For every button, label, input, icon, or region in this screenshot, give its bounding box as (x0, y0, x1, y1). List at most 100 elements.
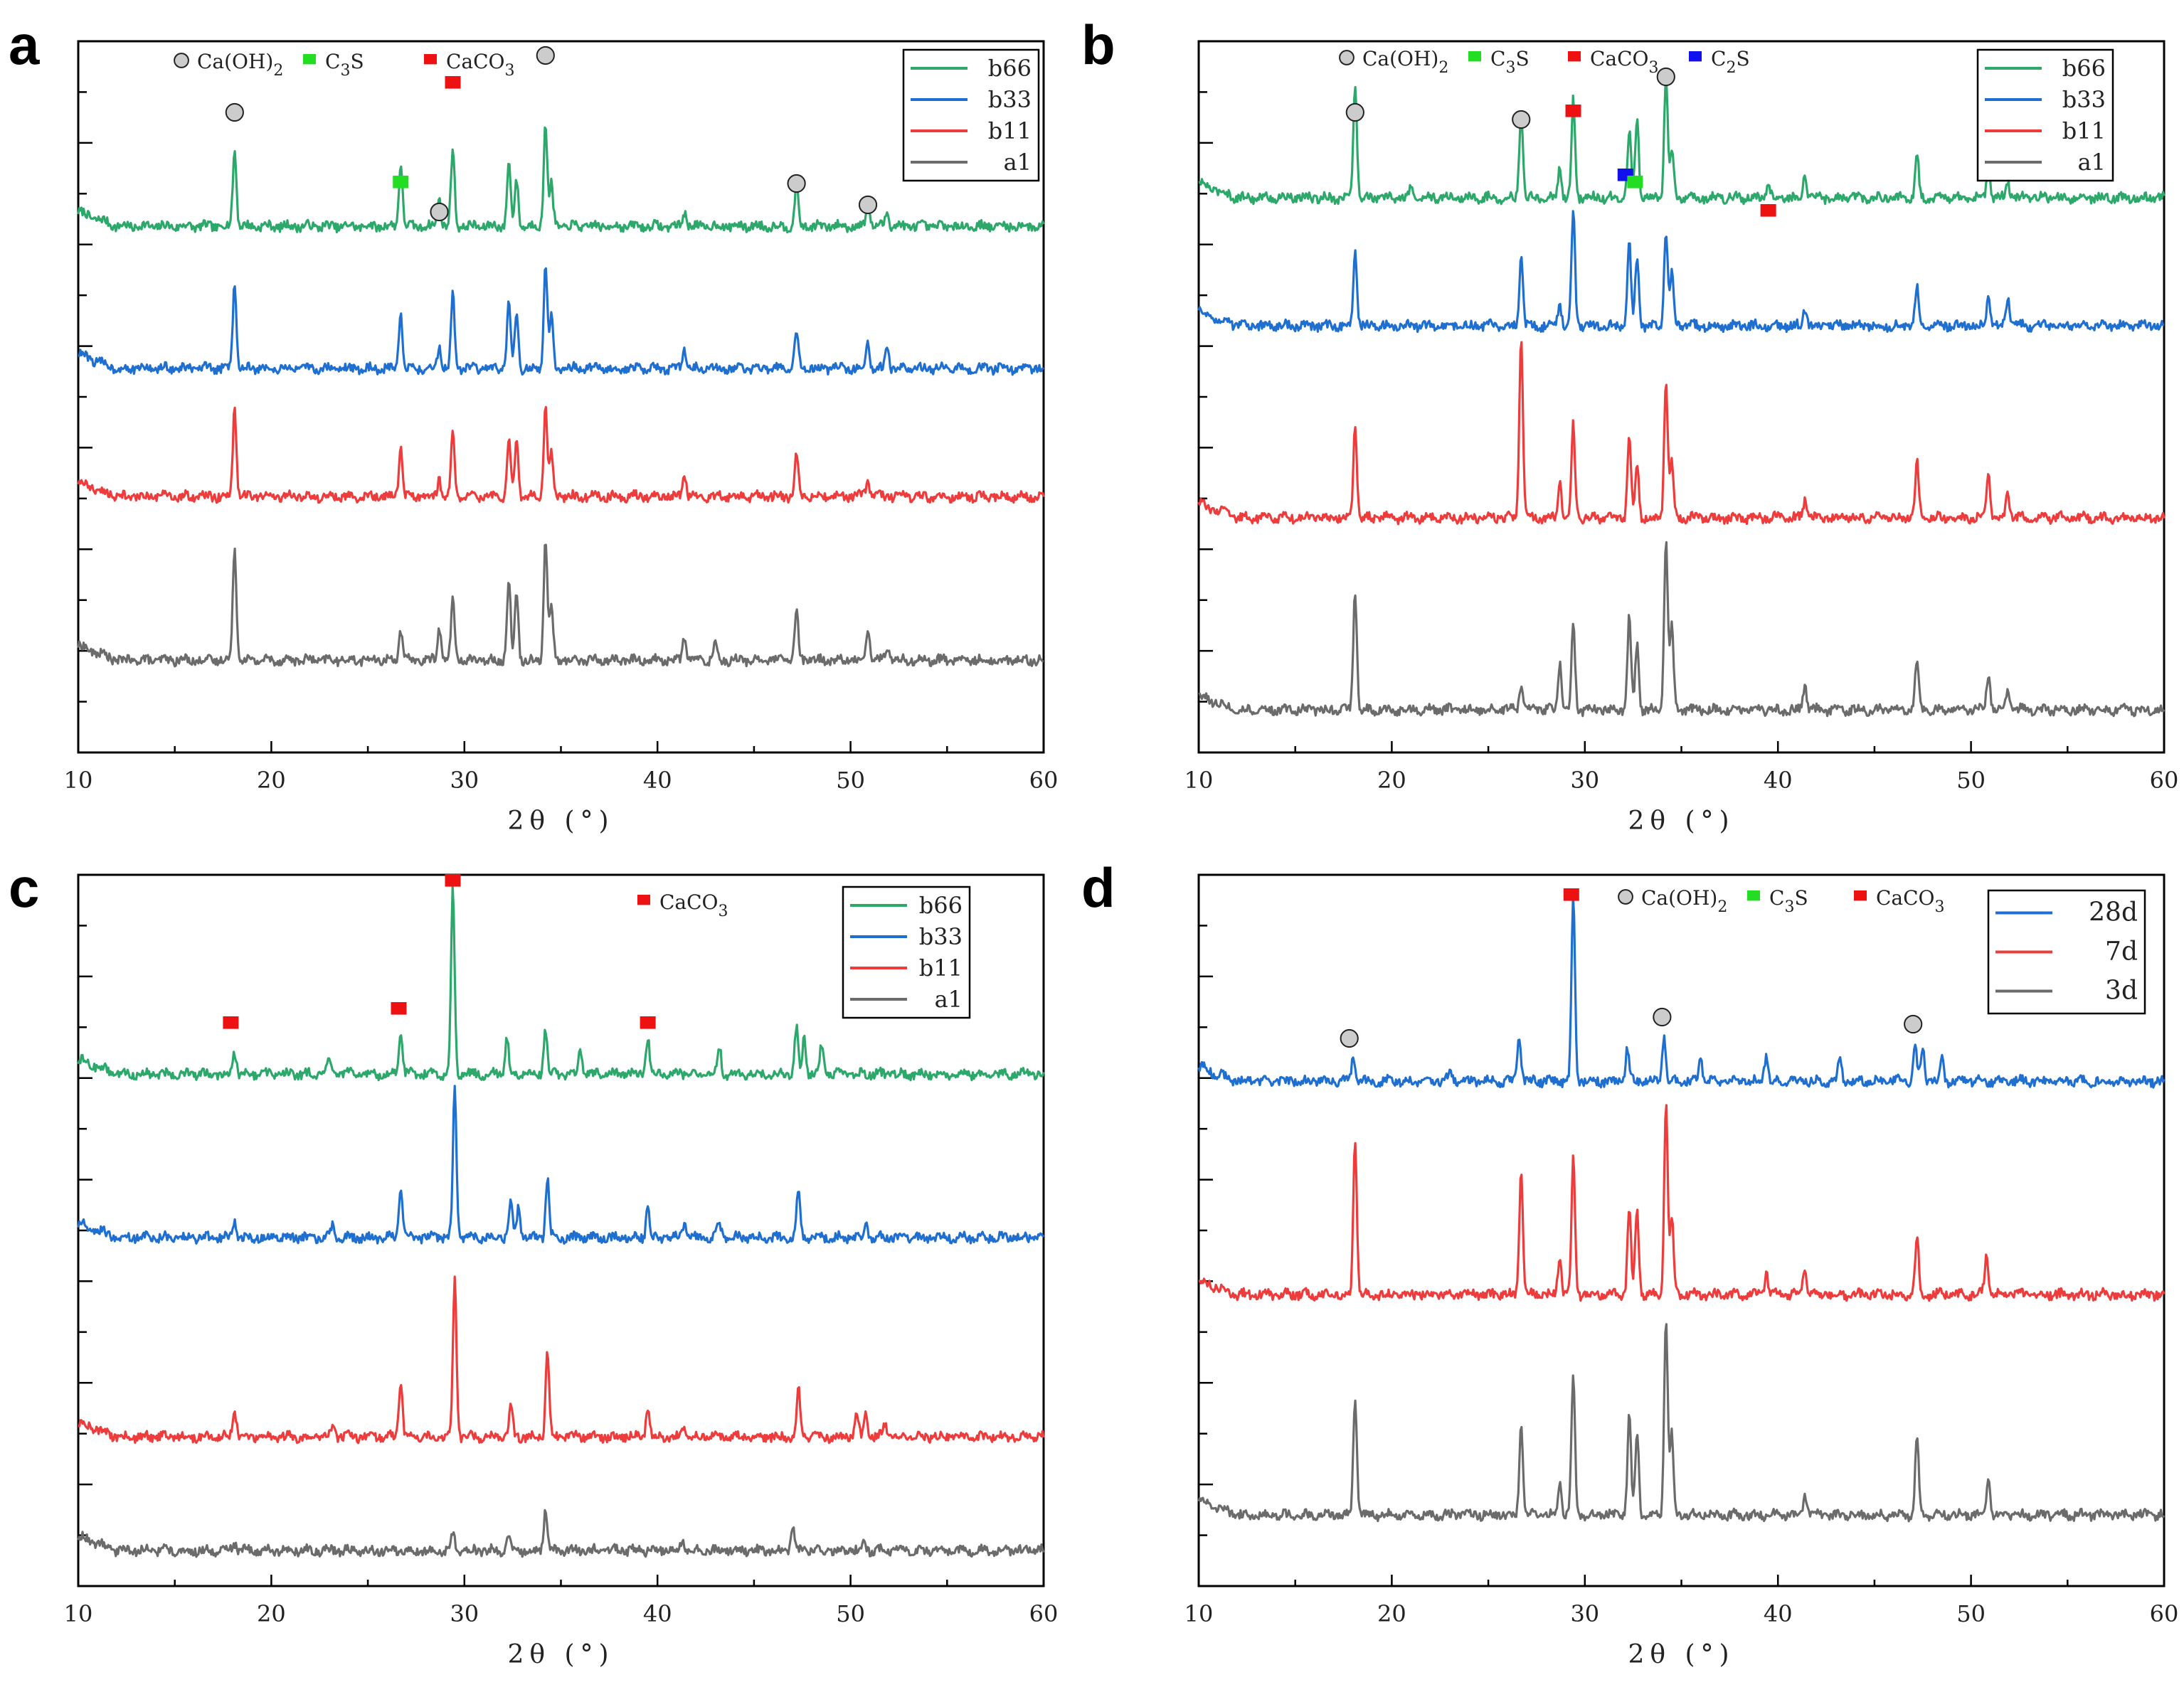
panel-letter: d (1081, 856, 1115, 919)
peak-marker (858, 195, 878, 215)
legend-label-b66: b66 (2062, 55, 2106, 82)
panel-letter: b (1081, 14, 1115, 76)
series-b66-line (1198, 78, 2166, 206)
x-axis-label: 2θ (°) (1628, 1640, 1734, 1669)
x-tick-label: 20 (1377, 1600, 1406, 1627)
peak-marker (1904, 1014, 1923, 1034)
x-tick-label: 50 (1956, 1600, 1986, 1627)
legend-box (842, 885, 971, 1019)
panel-a: a 10 20 30 40 50 60 2θ (°) Ca(OH)2 C3S CaCO3 b66 b33… (9, 14, 1058, 836)
legend-label-b33: b33 (988, 86, 1032, 113)
x-tick-label: 60 (1029, 1600, 1059, 1627)
phase-legend-marker (1618, 889, 1633, 905)
x-tick-label: 20 (257, 1600, 286, 1627)
x-tick-label: 40 (643, 767, 672, 794)
phase-legend-marker (1468, 51, 1481, 62)
phase-legend-marker (303, 54, 316, 65)
phase-legend-label: CaCO3 (1590, 47, 1659, 77)
plot-frame (77, 40, 1045, 754)
phase-legend-label: C3S (1490, 47, 1530, 77)
phase-legend-label: Ca(OH)2 (1641, 886, 1727, 916)
series-b33-line (77, 1085, 1045, 1245)
peak-marker (1760, 204, 1776, 217)
legend-label-b33: b33 (2062, 86, 2106, 113)
peak-marker (787, 174, 806, 193)
series-a1-line (77, 1509, 1045, 1558)
x-tick-label: 40 (1764, 767, 1793, 794)
legend-label-b66: b66 (919, 892, 963, 919)
series-b11-line (1197, 341, 2166, 526)
peak-marker (1340, 1028, 1359, 1048)
phase-legend-label: CaCO3 (659, 890, 728, 920)
legend-label-b33: b33 (919, 923, 963, 950)
series-b11-line (77, 405, 1045, 504)
x-tick-label: 50 (836, 1600, 865, 1627)
legend-label-b11: b11 (2062, 117, 2106, 144)
peak-marker (1627, 176, 1643, 188)
panel-c: c 10 20 30 40 50 60 2θ (°) CaCO3 b66 b33 b11 a1 (9, 856, 1058, 1669)
legend-label-7d: 7d (2105, 937, 2138, 967)
legend-label-b11: b11 (919, 954, 963, 982)
phase-legend-marker (1339, 50, 1355, 65)
peak-marker (391, 1002, 407, 1015)
series-legend: b66 b33 b11 a1 (1976, 48, 2114, 182)
phase-legend-label: CaCO3 (1876, 886, 1945, 916)
peak-marker (1345, 102, 1364, 122)
peak-marker (225, 102, 244, 122)
x-tick-label: 30 (1570, 767, 1599, 794)
series-legend: b66 b33 b11 a1 (902, 48, 1040, 182)
x-tick-label: 30 (450, 767, 479, 794)
x-axis-label: 2θ (°) (1628, 807, 1734, 836)
phase-legend-marker (1568, 51, 1581, 62)
peak-marker (445, 874, 461, 887)
phase-legend-marker (637, 895, 650, 905)
x-axis-label: 2θ (°) (507, 1640, 614, 1669)
peak-marker (1656, 67, 1675, 87)
x-tick-label: 50 (1956, 767, 1986, 794)
x-tick-label: 60 (2150, 1600, 2179, 1627)
series-b11-line (78, 1275, 1045, 1445)
phase-legend-marker (424, 54, 437, 65)
phase-legend-label: CaCO3 (446, 50, 515, 80)
legend-label-a1: a1 (1004, 149, 1032, 176)
panel-b: b 10 20 30 40 50 60 2θ (°) Ca(OH)2 C3S CaCO3 C2S b66… (1081, 14, 2178, 836)
x-tick-label: 20 (257, 767, 286, 794)
legend-label-3d: 3d (2105, 977, 2138, 1006)
legend-label-a1: a1 (2078, 149, 2106, 176)
x-tick-label: 10 (64, 767, 93, 794)
series-a1-line (77, 543, 1044, 668)
series-b33-line (78, 267, 1045, 376)
legend-label-28d: 28d (2089, 898, 2138, 927)
series-b66-line (77, 885, 1045, 1082)
series-legend: b66 b33 b11 a1 (842, 885, 971, 1019)
legend-box (902, 48, 1040, 182)
peak-marker (445, 76, 461, 89)
series-7d-line (1198, 1104, 2166, 1302)
x-tick-label: 60 (1029, 767, 1059, 794)
phase-legend-marker (1689, 51, 1702, 62)
phase-legend-label: C3S (1769, 886, 1808, 916)
series-b33-line (1197, 210, 2165, 334)
x-tick-label: 50 (836, 767, 865, 794)
peak-marker (1512, 110, 1531, 129)
phase-legend-marker (174, 53, 189, 68)
legend-label-b66: b66 (988, 55, 1032, 82)
x-tick-label: 10 (1184, 1600, 1214, 1627)
phase-legend-label: C2S (1711, 47, 1750, 77)
peak-marker (223, 1016, 239, 1029)
peak-marker (430, 202, 449, 222)
peak-marker (1653, 1007, 1672, 1027)
x-tick-label: 10 (1184, 767, 1214, 794)
series-b66-line (77, 126, 1045, 234)
phase-legend-label: Ca(OH)2 (1362, 47, 1448, 77)
phase-legend-label: C3S (325, 50, 364, 80)
series-legend: 28d 7d 3d (1987, 889, 2146, 1015)
panel-d: d 10 20 30 40 50 60 2θ (°) Ca(OH)2 C3S CaCO3 28d 7d 3… (1081, 856, 2178, 1669)
x-tick-label: 40 (643, 1600, 672, 1627)
x-tick-label: 30 (1570, 1600, 1599, 1627)
series-28d-line (1197, 895, 2166, 1089)
series-3d-line (1197, 1323, 2166, 1523)
legend-box (1976, 48, 2114, 182)
peak-marker (1563, 888, 1579, 901)
